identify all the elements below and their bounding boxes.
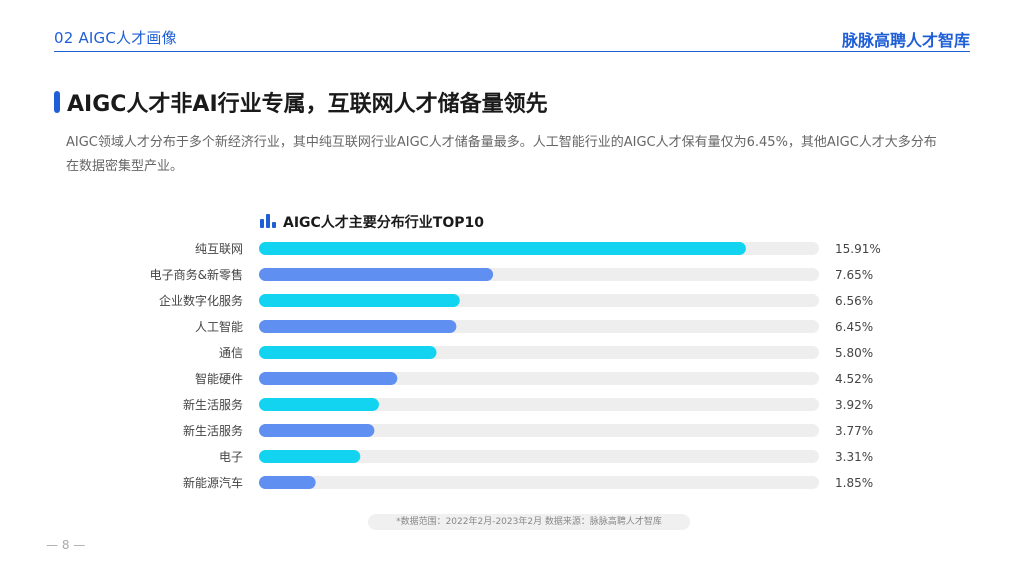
page-number: — 8 — [46,538,86,552]
category-label: 新生活服务 [183,423,243,438]
value-label: 3.77% [835,424,873,438]
value-label: 4.52% [835,372,873,386]
bar [259,268,494,281]
bar-track [259,398,819,411]
bar [259,372,398,385]
bar [259,346,437,359]
lead-paragraph: AIGC领域人才分布于多个新经济行业，其中纯互联网行业AIGC人才储备量最多。人… [66,135,937,174]
page-title: AIGC人才非AI行业专属，互联网人才储备量领先 [67,92,548,117]
section-label: 02 AIGC人才画像 [54,29,177,47]
bar-track [259,450,819,463]
bar-track [259,372,819,385]
value-label: 3.31% [835,450,873,464]
brand-name: 脉脉高聘人才智库 [841,31,970,50]
category-label: 通信 [219,346,243,360]
bar [259,424,375,437]
category-label: 新生活服务 [183,397,243,412]
category-label: 企业数字化服务 [159,293,243,308]
bar [259,398,379,411]
category-label: 电子 [219,450,243,464]
bar [259,476,316,489]
bar-track [259,476,819,489]
bar [259,450,361,463]
value-label: 15.91% [835,242,881,256]
value-label: 1.85% [835,476,873,490]
title-accent-bar [54,91,60,113]
bar [259,320,457,333]
value-label: 6.56% [835,294,873,308]
footnote: *数据范围：2022年2月-2023年2月 数据来源：脉脉高聘人才智库 [368,514,690,530]
bar [259,242,746,255]
category-label: 智能硬件 [195,371,243,386]
value-label: 7.65% [835,268,873,282]
value-label: 3.92% [835,398,873,412]
category-label: 人工智能 [195,319,243,334]
category-label: 新能源汽车 [183,475,243,490]
value-label: 6.45% [835,320,873,334]
bar [259,294,460,307]
category-label: 纯互联网 [195,242,243,256]
bar-track [259,424,819,437]
chart-title: AIGC人才主要分布行业TOP10 [283,215,485,231]
bar-chart-icon [260,214,276,228]
category-label: 电子商务&新零售 [150,267,243,282]
header-divider [54,51,970,52]
value-label: 5.80% [835,346,873,360]
